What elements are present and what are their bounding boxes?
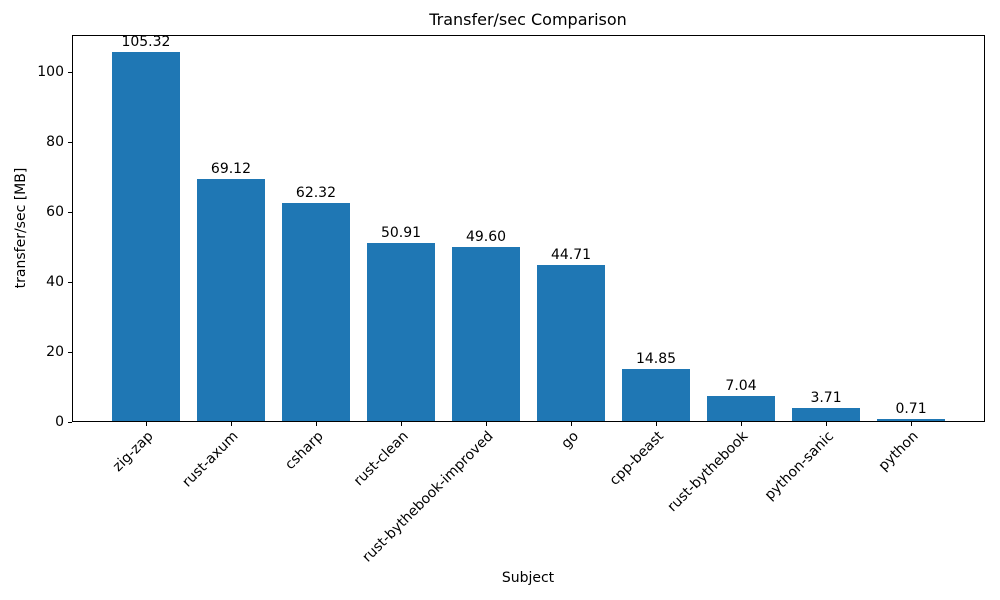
bar-csharp xyxy=(281,202,350,421)
chart-title: Transfer/sec Comparison xyxy=(429,10,627,29)
x-tick-mark xyxy=(656,422,657,426)
bar-value-label: 14.85 xyxy=(635,351,677,368)
x-tick-label: python xyxy=(875,428,922,475)
x-tick-mark xyxy=(145,422,147,426)
x-tick-mark xyxy=(741,422,743,426)
bar-python-sanic xyxy=(792,408,861,421)
x-tick-mark xyxy=(400,422,402,426)
x-tick-mark xyxy=(571,422,572,426)
bar-go xyxy=(537,264,605,421)
bar-value-label: 44.71 xyxy=(550,246,592,263)
x-tick-label: rust-bythebook xyxy=(664,428,752,516)
y-tick-label: 80 xyxy=(46,134,64,151)
bar-value-label: 49.60 xyxy=(465,229,507,246)
x-tick-label: zig-zap xyxy=(109,428,157,475)
y-tick-label: 100 xyxy=(37,64,64,81)
bar-value-label: 50.91 xyxy=(380,224,422,241)
y-tick-mark xyxy=(68,72,72,74)
x-tick-label: csharp xyxy=(281,428,327,473)
x-axis-label: Subject xyxy=(501,570,555,586)
x-tick-label: rust-axum xyxy=(179,428,242,491)
y-tick-label: 60 xyxy=(46,204,64,221)
bar-rust-clean xyxy=(366,242,435,421)
bar-value-label: 7.04 xyxy=(725,378,757,395)
y-tick-mark xyxy=(68,212,72,214)
x-tick-label: python-sanic xyxy=(761,428,837,504)
bar-rust-bythebook-improved xyxy=(451,247,520,421)
x-tick-mark xyxy=(230,422,232,426)
y-tick-label: 20 xyxy=(46,344,64,360)
y-tick-mark xyxy=(68,142,72,144)
plot-area xyxy=(72,35,985,422)
bar-value-label: 3.71 xyxy=(810,390,842,407)
bar-value-label: 0.71 xyxy=(895,400,927,417)
x-tick-label: go xyxy=(557,428,582,452)
y-tick-label: 0 xyxy=(55,414,64,430)
x-tick-mark xyxy=(826,422,828,426)
y-tick-mark xyxy=(68,352,72,353)
x-tick-mark xyxy=(911,422,913,426)
bar-zig-zap xyxy=(111,52,180,421)
bar-python xyxy=(877,418,946,421)
y-tick-mark xyxy=(68,422,72,423)
x-tick-label: rust-clean xyxy=(350,428,412,490)
y-axis-label: transfer/sec [MB] xyxy=(13,167,29,289)
y-tick-mark xyxy=(68,282,72,284)
bar-cpp-beast xyxy=(622,369,690,421)
y-tick-label: 40 xyxy=(46,274,64,291)
x-tick-mark xyxy=(485,422,487,426)
bar-value-label: 62.32 xyxy=(295,184,337,201)
bar-value-label: 105.32 xyxy=(121,34,171,51)
x-tick-mark xyxy=(315,422,317,426)
bar-rust-bythebook xyxy=(707,396,776,421)
x-tick-label: cpp-beast xyxy=(606,428,667,489)
bar-value-label: 69.12 xyxy=(210,161,251,178)
bar-rust-axum xyxy=(196,179,265,421)
